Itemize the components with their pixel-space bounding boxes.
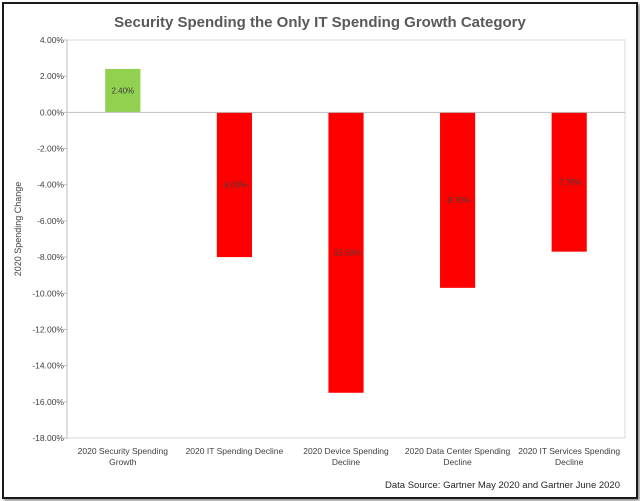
chart-title: Security Spending the Only IT Spending G… xyxy=(114,14,526,31)
y-tick-label: -18.00% xyxy=(32,433,64,443)
y-tick-label: -8.00% xyxy=(37,252,64,262)
data-label: 2.40% xyxy=(111,87,134,96)
y-axis-label: 2020 Spending Change xyxy=(13,182,23,277)
category-label: 2020 IT Spending Decline xyxy=(186,446,284,456)
y-tick-label: -6.00% xyxy=(37,216,64,226)
category-label: 2020 IT Services Spending xyxy=(518,446,620,456)
bar xyxy=(440,112,476,288)
y-tick-label: -4.00% xyxy=(37,180,64,190)
bar-chart: Security Spending the Only IT Spending G… xyxy=(13,14,626,491)
data-labels: 2.40% -8.00% -15.50% -9.70% -7.70% xyxy=(111,87,581,258)
category-label: Growth xyxy=(109,457,137,467)
y-tick-label: -16.00% xyxy=(32,397,64,407)
y-tick-label: -12.00% xyxy=(32,324,64,334)
y-tick-label: -14.00% xyxy=(32,361,64,371)
bar xyxy=(328,112,364,393)
category-label: Decline xyxy=(332,457,361,467)
bar xyxy=(216,112,252,258)
y-tick-label: 4.00% xyxy=(40,35,65,45)
y-tick-label: -2.00% xyxy=(37,144,64,154)
category-label: 2020 Data Center Spending xyxy=(405,446,511,456)
y-axis-ticks: 4.00% 2.00% 0.00% -2.00% -4.00% -6.00% -8.00% -… xyxy=(32,35,67,443)
data-source-note: Data Source: Gartner May 2020 and Gartne… xyxy=(385,480,620,491)
data-label: -8.00% xyxy=(222,181,247,190)
data-label: -7.70% xyxy=(557,178,582,187)
data-label: -15.50% xyxy=(331,249,361,258)
bar xyxy=(105,68,141,113)
category-label: 2020 Device Spending xyxy=(303,446,389,456)
category-label: Decline xyxy=(443,457,472,467)
y-tick-label: 0.00% xyxy=(40,107,65,117)
category-label: 2020 Security Spending xyxy=(78,446,169,456)
y-tick-label: 2.00% xyxy=(40,71,65,81)
bar xyxy=(551,112,587,252)
data-label: -9.70% xyxy=(445,196,470,205)
category-label: Decline xyxy=(555,457,584,467)
y-tick-label: -10.00% xyxy=(32,288,64,298)
bars xyxy=(105,68,587,393)
